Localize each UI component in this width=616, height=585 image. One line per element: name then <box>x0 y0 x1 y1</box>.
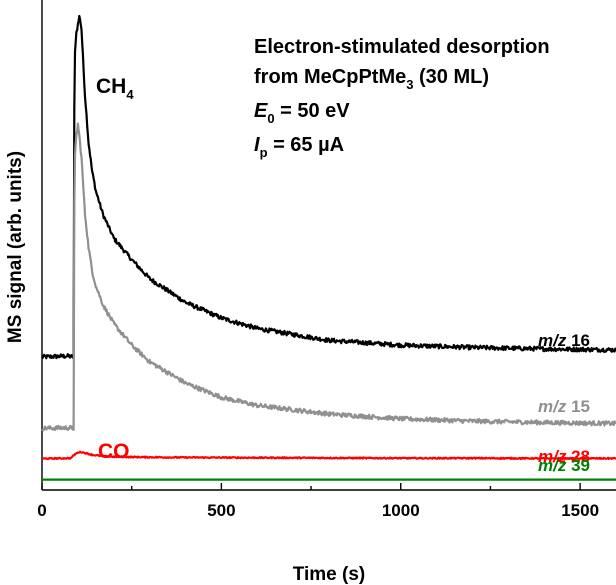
annotation-line-1: Electron-stimulated desorption <box>254 36 550 58</box>
energy-symbol: E <box>254 100 268 122</box>
mz39-value: 39 <box>566 456 590 475</box>
traces <box>41 14 616 481</box>
x-axis-title: Time (s) <box>293 564 366 585</box>
annotation-line-2: from MeCpPtMe3 (30 ML) <box>254 66 489 92</box>
mz39-prefix: m/z <box>538 456 567 475</box>
mz15-prefix: m/z <box>538 397 567 416</box>
mz28-prefix: m/z <box>538 447 567 466</box>
annotation-precursor-subscript: 3 <box>406 77 413 92</box>
current-value: = 65 µA <box>268 134 345 156</box>
species-label-co: CO <box>98 440 130 463</box>
current-symbol: I <box>254 134 260 156</box>
species-label-ch4: CH4 <box>96 75 134 102</box>
series-label-mz28: m/z 28 <box>538 447 590 466</box>
series-label-mz39: m/z 39 <box>538 456 590 475</box>
species-ch4-main: CH <box>96 75 126 98</box>
energy-value: = 50 eV <box>275 100 351 122</box>
series-label-mz15: m/z 15 <box>538 397 590 416</box>
trace-mz16 <box>41 14 616 360</box>
series-label-mz16: m/z 16 <box>538 331 590 350</box>
x-tick-label-0: 0 <box>37 501 46 520</box>
species-ch4-subscript: 4 <box>126 87 134 102</box>
annotation-precursor: from MeCpPtMe <box>254 66 406 88</box>
annotation-line-4: Ip = 65 µA <box>254 134 344 160</box>
energy-subscript: 0 <box>267 111 274 126</box>
mz16-prefix: m/z <box>538 331 567 350</box>
species-co-main: CO <box>98 440 130 463</box>
annotation-line-3: E0 = 50 eV <box>254 100 350 126</box>
mz28-value: 28 <box>566 447 590 466</box>
annotation-block: Electron-stimulated desorption from MeCp… <box>254 36 550 160</box>
trace-mz28 <box>41 450 616 461</box>
x-tick-label-500: 500 <box>207 501 235 520</box>
x-ticks: 0 500 1000 1500 <box>37 483 599 520</box>
x-tick-label-1500: 1500 <box>561 501 599 520</box>
trace-mz15 <box>41 122 616 432</box>
annotation-coverage: (30 ML) <box>413 66 489 88</box>
current-subscript: p <box>260 145 268 160</box>
mz15-value: 15 <box>566 397 590 416</box>
y-axis-title: MS signal (arb. units) <box>5 151 26 343</box>
mz16-value: 16 <box>566 331 590 350</box>
x-tick-label-1000: 1000 <box>382 501 420 520</box>
